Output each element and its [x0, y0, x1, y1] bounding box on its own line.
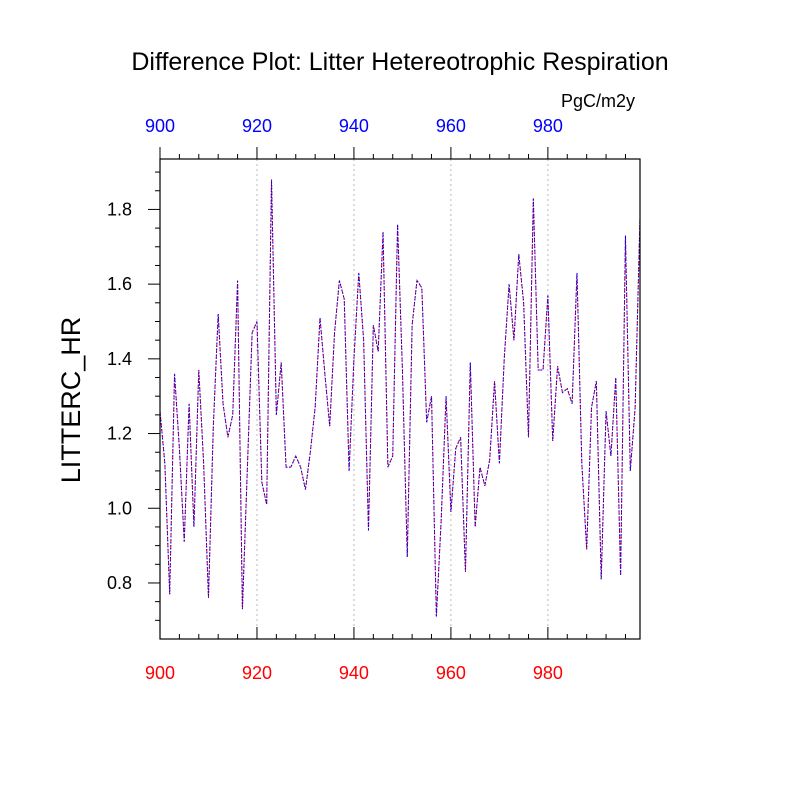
y-axis-label: LITTERC_HR [56, 317, 86, 484]
series-line-2 [159, 179, 641, 617]
x-tick-label-top: 900 [145, 116, 175, 136]
plot-frame [159, 158, 641, 640]
y-tick-label: 1.8 [107, 199, 132, 219]
x-tick-label-bottom: 920 [242, 663, 272, 683]
y-tick-label: 1.0 [107, 498, 132, 518]
x-tick-label-bottom: 960 [436, 663, 466, 683]
y-tick-label: 0.8 [107, 573, 132, 593]
x-tick-label-bottom: 900 [145, 663, 175, 683]
x-tick-label-top: 920 [242, 116, 272, 136]
x-tick-label-top: 980 [533, 116, 563, 136]
series-layer [159, 179, 641, 617]
y-tick-label: 1.6 [107, 274, 132, 294]
series-line-1 [159, 179, 641, 617]
chart-title: Difference Plot: Litter Hetereotrophic R… [131, 48, 668, 76]
x-tick-label-top: 960 [436, 116, 466, 136]
x-tick-label-top: 940 [339, 116, 369, 136]
y-tick-label: 1.4 [107, 349, 132, 369]
x-tick-label-bottom: 940 [339, 663, 369, 683]
units-label: PgC/m2y [561, 91, 635, 111]
x-tick-label-bottom: 980 [533, 663, 563, 683]
tick-layer [148, 147, 626, 639]
label-layer: 900 900 920 920 940 940 960 960 980 980 0.8 1.0 1.2 1… [107, 116, 563, 683]
grid-layer [256, 159, 549, 639]
y-tick-label: 1.2 [107, 424, 132, 444]
